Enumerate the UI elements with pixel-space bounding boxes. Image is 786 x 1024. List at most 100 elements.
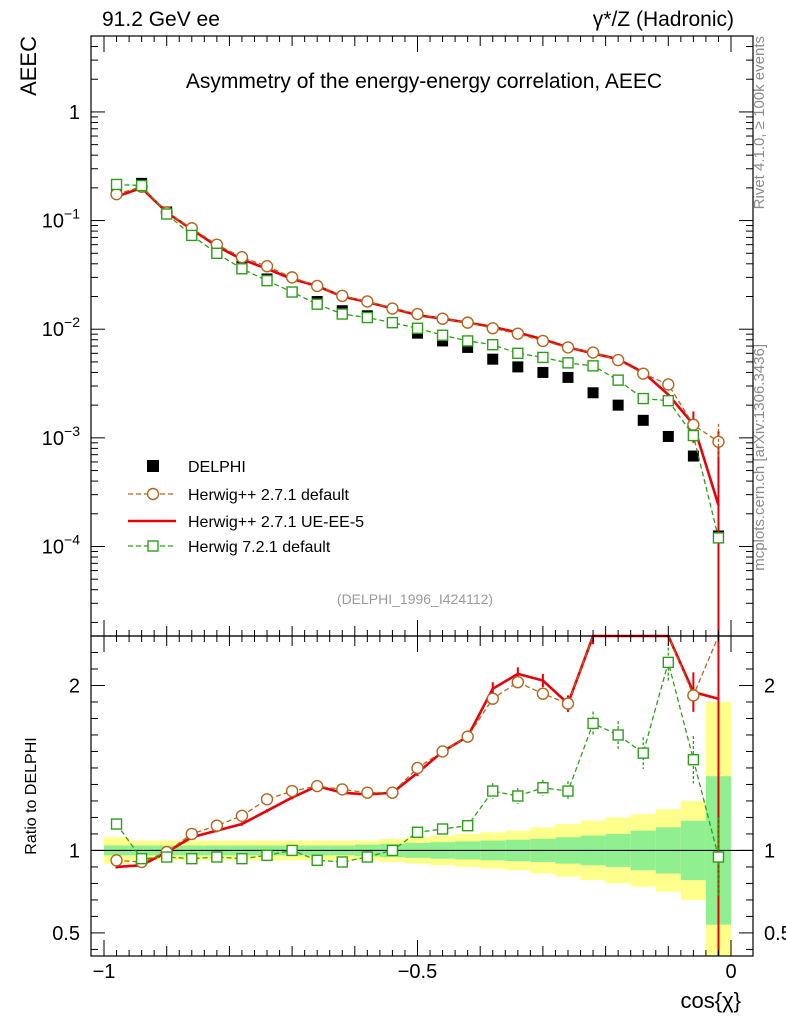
- ratio-tick-label: 2: [69, 675, 80, 697]
- herwig-default-point: [536, 334, 550, 348]
- y-tick-label: 10−2: [42, 314, 80, 341]
- ratio-herwig-default-point: [411, 761, 424, 775]
- ratio-herwig7-point: [537, 782, 549, 794]
- ratio-herwig7-point: [261, 849, 273, 862]
- ratio-y-label: Ratio to DELPHI: [23, 737, 40, 854]
- ratio-herwig7-point: [461, 819, 474, 832]
- ratio-herwig7-point: [512, 790, 524, 802]
- rivet-side-label: Rivet 4.1.0, ≥ 100k events: [751, 36, 768, 209]
- herwig-default-point: [361, 295, 374, 308]
- ratio-herwig-default-point: [110, 854, 123, 867]
- header-right: γ*/Z (Hadronic): [593, 8, 734, 31]
- ratio-tick-label-right: 1: [764, 840, 775, 862]
- herwig7-point: [135, 179, 148, 192]
- herwig7-line: [116, 183, 720, 539]
- y-tick-label: 10−4: [42, 531, 80, 558]
- ratio-panel: 0.5 0.5 1 1 2 2 Ratio to DELPHI: [23, 634, 786, 957]
- ratio-herwig7-point: [386, 844, 399, 857]
- ratio-herwig7-point: [160, 851, 173, 863]
- ratio-herwig-default-point: [486, 692, 499, 705]
- herwig-default-point: [486, 322, 499, 335]
- herwig-default-point: [235, 251, 249, 264]
- ratio-herwig-default-point: [687, 689, 700, 702]
- herwig-default-point: [637, 367, 650, 380]
- herwig7-point: [261, 274, 273, 287]
- ratio-herwig7-point: [186, 852, 198, 865]
- ratio-herwig7-point: [236, 852, 248, 865]
- herwig-ue-ee5-line: [116, 186, 720, 506]
- ratio-herwig-default-point: [536, 687, 550, 700]
- herwig-default-point: [436, 312, 449, 325]
- ratio-herwig-default-point: [561, 697, 575, 710]
- x-axis-label: cos{χ}: [681, 988, 741, 1013]
- ratio-herwig-default-point: [235, 809, 249, 822]
- ratio-herwig7-point: [311, 854, 323, 867]
- herwig-default-point: [336, 289, 349, 303]
- herwig7-point: [386, 316, 399, 329]
- ratio-frame: [90, 635, 754, 957]
- delphi-point: [612, 399, 624, 411]
- ratio-herwig7-point: [211, 851, 223, 863]
- herwig-default-point: [386, 302, 399, 315]
- herwig7-point: [336, 308, 348, 320]
- analysis-id: (DELPHI_1996_I424112): [337, 591, 493, 607]
- herwig7-point: [160, 208, 173, 220]
- ratio-herwig7-point: [336, 856, 348, 868]
- herwig-default-point: [561, 341, 575, 354]
- herwig-default-point: [110, 187, 123, 201]
- herwig7-point: [110, 178, 123, 191]
- herwig7-point: [512, 347, 524, 360]
- ratio-herwig7-point: [135, 852, 148, 865]
- delphi-point: [487, 353, 499, 365]
- ratio-herwig-default-point: [361, 786, 374, 799]
- x-tick-label: 0: [725, 961, 736, 983]
- herwig7-point: [311, 298, 323, 310]
- herwig-default-point: [511, 327, 525, 340]
- delphi-point: [637, 414, 649, 426]
- delphi-point: [587, 387, 599, 399]
- herwig7-point: [436, 329, 449, 341]
- mcplots-side-label: mcplots.cern.ch [arXiv:1306.3436]: [751, 344, 768, 571]
- herwig-default-point: [611, 353, 625, 367]
- ratio-herwig-default-point: [260, 793, 274, 806]
- legend: DELPHI Herwig++ 2.7.1 default Herwig++ 2.7…: [128, 459, 364, 556]
- herwig-default-point: [260, 260, 274, 273]
- ratio-herwig7-point: [436, 823, 449, 835]
- ratio-herwig7-point: [712, 851, 725, 863]
- ratio-tick-label-right: 0.5: [764, 923, 786, 945]
- y-tick-label: 1: [69, 102, 80, 124]
- ratio-herwig7-point: [612, 729, 624, 741]
- legend-label: DELPHI: [188, 459, 246, 476]
- herwig-default-point: [662, 378, 675, 391]
- delphi-point: [562, 371, 574, 383]
- ratio-herwig-default-point: [386, 786, 399, 799]
- x-tick-label: −1: [93, 961, 116, 983]
- ratio-tick-label: 0.5: [52, 923, 80, 945]
- ratio-herwig7-point: [411, 826, 424, 838]
- herwig7-point: [687, 429, 700, 442]
- herwig-default-point: [310, 279, 324, 293]
- ratio-herwig7-point: [487, 785, 499, 797]
- ratio-herwig7-point: [361, 851, 374, 863]
- herwig7-point: [712, 532, 725, 544]
- herwig7-point: [461, 335, 474, 347]
- ratio-herwig7-point: [637, 747, 649, 759]
- herwig7-point: [211, 247, 223, 259]
- delphi-point: [537, 366, 549, 378]
- legend-marker-herwig7: [147, 540, 159, 552]
- ratio-herwig-default-point: [310, 779, 324, 793]
- herwig7-point: [537, 351, 549, 364]
- herwig7-point: [612, 374, 624, 386]
- y-tick-label: 10−1: [42, 206, 80, 233]
- herwig7-point: [637, 392, 649, 405]
- delphi-point: [462, 341, 474, 353]
- legend-label: Herwig++ 2.7.1 UE-EE-5: [188, 514, 364, 531]
- ratio-herwig-default-point: [185, 827, 198, 841]
- ratio-herwig7-point: [587, 717, 599, 730]
- ratio-tick-label: 1: [69, 840, 80, 862]
- legend-marker-herwig-default: [146, 487, 160, 501]
- header-left: 91.2 GeV ee: [102, 8, 220, 31]
- herwig7-point: [487, 339, 499, 351]
- legend-marker-delphi: [147, 460, 159, 472]
